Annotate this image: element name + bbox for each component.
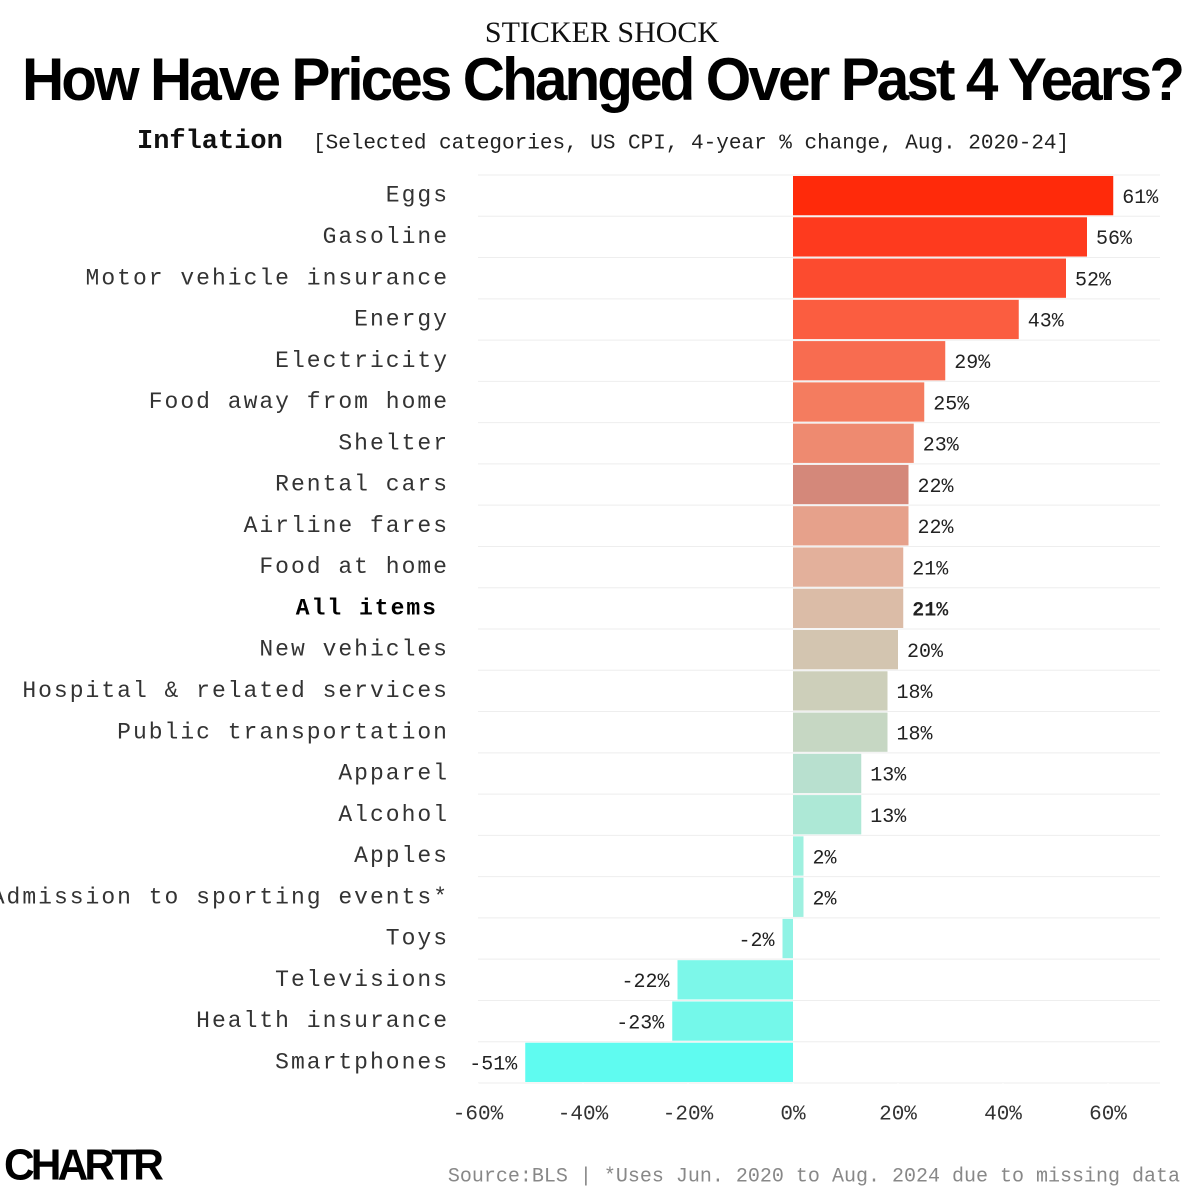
kicker: STICKER SHOCK — [485, 16, 720, 49]
y-tick-label: Smartphones — [275, 1049, 449, 1075]
bar — [793, 547, 904, 587]
value-label: 23% — [923, 435, 960, 458]
y-tick-label: Shelter — [338, 430, 449, 456]
bar — [793, 464, 909, 505]
value-label: -23% — [616, 1012, 665, 1035]
value-label: 29% — [954, 352, 991, 375]
y-tick-label: Energy — [354, 307, 449, 333]
bar — [793, 217, 1087, 257]
value-label: 61% — [1122, 187, 1159, 210]
bar — [793, 712, 888, 752]
value-label: 18% — [897, 723, 934, 746]
bar — [793, 795, 862, 835]
chart-title: How Have Prices Changed Over Past 4 Year… — [22, 46, 1182, 113]
y-tick-label: Admission to sporting events* — [0, 884, 449, 910]
value-label: 2% — [813, 847, 838, 870]
x-tick-label: -40% — [558, 1104, 609, 1127]
x-tick-label: 60% — [1089, 1104, 1127, 1127]
y-tick-label: Health insurance — [196, 1008, 449, 1034]
y-tick-label: Televisions — [275, 967, 449, 993]
y-tick-label: Hospital & related services — [22, 678, 449, 704]
subtitle: [Selected categories, US CPI, 4-year % c… — [313, 133, 1069, 156]
y-tick-label: Food at home — [259, 554, 449, 580]
value-label: 22% — [918, 476, 955, 499]
bar — [793, 382, 925, 422]
y-tick-label: Apparel — [338, 761, 449, 787]
bar — [793, 258, 1066, 298]
bar — [793, 299, 1019, 340]
x-tick-label: -20% — [663, 1104, 714, 1127]
y-tick-label: Rental cars — [275, 472, 449, 498]
bar — [793, 588, 904, 628]
value-label: 13% — [870, 765, 907, 788]
bar — [793, 630, 898, 670]
bar — [793, 176, 1114, 216]
bar — [782, 918, 793, 959]
bar — [793, 423, 914, 463]
y-tick-label: Gasoline — [323, 224, 449, 250]
value-label: 21% — [912, 600, 949, 623]
y-tick-label: Alcohol — [338, 802, 449, 828]
bar — [793, 877, 804, 917]
y-tick-label: Airline fares — [244, 513, 449, 539]
value-label: 22% — [918, 517, 955, 540]
x-tick-label: -60% — [453, 1104, 504, 1127]
value-label: -2% — [738, 930, 775, 953]
value-label: 18% — [897, 682, 934, 705]
y-tick-label: Food away from home — [149, 389, 449, 415]
value-label: -22% — [621, 971, 670, 994]
bar — [793, 506, 909, 546]
source: Source:BLS | *Uses Jun. 2020 to Aug. 202… — [448, 1165, 1180, 1188]
value-label: 21% — [912, 558, 949, 581]
value-label: 13% — [870, 806, 907, 829]
y-tick-label: New vehicles — [259, 637, 449, 663]
x-tick-label: 0% — [780, 1104, 806, 1127]
bar — [672, 1001, 793, 1041]
value-label: 56% — [1096, 228, 1133, 251]
value-label: 25% — [933, 393, 970, 416]
y-tick-label: Public transportation — [117, 719, 449, 745]
brand: CHARTR — [4, 1141, 163, 1190]
value-label: 2% — [813, 889, 838, 912]
x-tick-label: 40% — [984, 1104, 1022, 1127]
y-tick-label: Electricity — [275, 348, 449, 374]
subtitle-label: Inflation — [137, 127, 283, 157]
x-tick-label: 20% — [879, 1104, 917, 1127]
value-label: -51% — [469, 1054, 518, 1077]
y-tick-label: Motor vehicle insurance — [86, 265, 449, 291]
y-tick-label: Apples — [354, 843, 449, 869]
value-label: 43% — [1028, 311, 1065, 334]
bar — [525, 1042, 793, 1082]
y-tick-label: Toys — [386, 926, 449, 952]
value-label: 20% — [907, 641, 944, 664]
bar — [793, 753, 862, 794]
bar — [793, 341, 946, 381]
bar — [793, 836, 804, 876]
y-tick-label: All items — [296, 595, 438, 621]
y-tick-label: Eggs — [386, 183, 449, 209]
bar — [793, 671, 888, 711]
bar — [677, 960, 793, 1000]
value-label: 52% — [1075, 269, 1112, 292]
